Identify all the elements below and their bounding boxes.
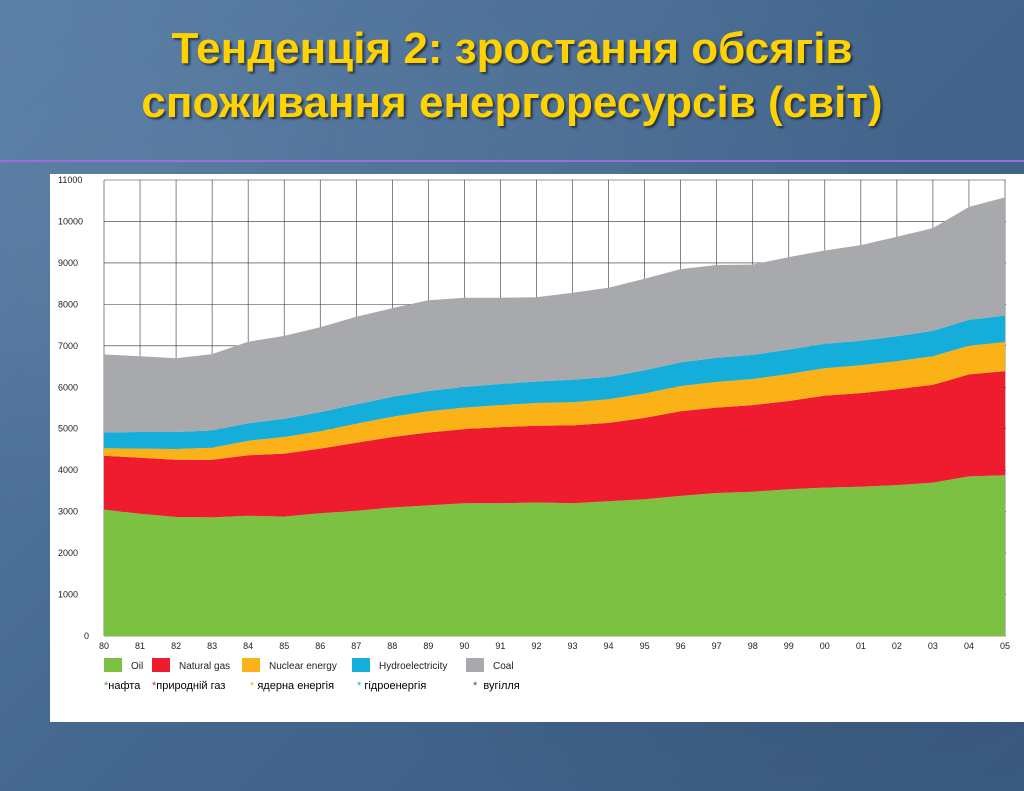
x-tick-label: 91 bbox=[495, 641, 505, 651]
note-oil-asterisk: * bbox=[104, 680, 109, 692]
x-tick-label: 01 bbox=[856, 641, 866, 651]
series-oil-legend-label: Oil bbox=[131, 661, 143, 672]
series-oil-area bbox=[104, 475, 1005, 636]
note-oil: *нафта bbox=[104, 680, 140, 692]
y-tick-label: 0 bbox=[84, 631, 89, 641]
note-coal-asterisk: * bbox=[473, 680, 478, 692]
x-tick-label: 87 bbox=[351, 641, 361, 651]
x-tick-label: 94 bbox=[604, 641, 614, 651]
x-tick-label: 86 bbox=[315, 641, 325, 651]
y-tick-label: 4000 bbox=[58, 465, 78, 475]
note-coal: * вугілля bbox=[473, 680, 520, 692]
series-coal-legend-swatch bbox=[466, 658, 484, 672]
y-tick-label: 5000 bbox=[58, 424, 78, 434]
x-tick-label: 85 bbox=[279, 641, 289, 651]
y-tick-label: 1000 bbox=[58, 590, 78, 600]
note-nuclear: * ядерна енергія bbox=[250, 680, 334, 692]
series-coal-legend-label: Coal bbox=[493, 661, 514, 672]
series-natural-gas-legend-swatch bbox=[152, 658, 170, 672]
x-tick-label: 89 bbox=[423, 641, 433, 651]
x-tick-label: 95 bbox=[640, 641, 650, 651]
stacked-area-chart: 0100020003000400050006000700080009000100… bbox=[58, 175, 1010, 672]
series-hydro-legend-swatch bbox=[352, 658, 370, 672]
series-hydro-legend-label: Hydroelectricity bbox=[379, 661, 447, 672]
x-tick-label: 03 bbox=[928, 641, 938, 651]
note-hydro: * гідроенергія bbox=[357, 680, 426, 692]
note-nuclear-label: ядерна енергія bbox=[257, 680, 335, 692]
y-tick-label: 7000 bbox=[58, 341, 78, 351]
series-natural-gas-area bbox=[104, 371, 1005, 518]
title-line-2: споживання енергоресурсів (світ) bbox=[141, 78, 883, 127]
y-tick-label: 9000 bbox=[58, 258, 78, 268]
note-nuclear-asterisk: * bbox=[250, 680, 255, 692]
chart-panel: 0 1000 2000 3000 4000 5000 6000 7000 8000 9000 100… bbox=[50, 174, 1024, 722]
series-oil-legend-swatch bbox=[104, 658, 122, 672]
x-tick-label: 00 bbox=[820, 641, 830, 651]
x-tick-label: 05 bbox=[1000, 641, 1010, 651]
title-divider bbox=[0, 160, 1024, 162]
note-hydro-asterisk: * bbox=[357, 680, 362, 692]
series-nuclear-legend-label: Nuclear energy bbox=[269, 661, 337, 672]
x-tick-label: 97 bbox=[712, 641, 722, 651]
series-nuclear-area bbox=[104, 342, 1005, 460]
x-tick-label: 02 bbox=[892, 641, 902, 651]
series-nuclear-legend-swatch bbox=[242, 658, 260, 672]
x-tick-label: 93 bbox=[568, 641, 578, 651]
x-tick-label: 84 bbox=[243, 641, 253, 651]
chart-areas bbox=[104, 197, 1005, 636]
y-tick-label: 11000 bbox=[58, 175, 82, 185]
note-gas-label: природній газ bbox=[156, 680, 226, 692]
x-tick-label: 80 bbox=[99, 641, 109, 651]
note-hydro-label: гідроенергія bbox=[364, 680, 427, 692]
x-axis-ticks: 80 81 82 83 84 85 86 87 88 89 90 91 92 93 94 95 96 97 98 99… bbox=[99, 641, 1010, 651]
title-line-1: Тенденція 2: зростання обсягів bbox=[171, 24, 853, 73]
x-tick-label: 81 bbox=[135, 641, 145, 651]
chart-legend: Oil Natural gas Nuclear energy Hydroelectri… bbox=[104, 658, 514, 672]
x-tick-label: 92 bbox=[531, 641, 541, 651]
note-coal-label: вугілля bbox=[483, 680, 520, 692]
x-tick-label: 88 bbox=[387, 641, 397, 651]
series-hydro-area bbox=[104, 315, 1005, 449]
x-tick-label: 98 bbox=[748, 641, 758, 651]
y-tick-label: 6000 bbox=[58, 382, 78, 392]
note-oil-label: нафта bbox=[108, 680, 141, 692]
y-tick-label: 8000 bbox=[58, 299, 78, 309]
x-tick-label: 04 bbox=[964, 641, 974, 651]
x-tick-label: 99 bbox=[784, 641, 794, 651]
note-natural-gas: *природній газ bbox=[152, 680, 225, 692]
x-tick-label: 83 bbox=[207, 641, 217, 651]
slide-title: Тенденція 2: зростання обсягів споживанн… bbox=[0, 22, 1024, 130]
y-tick-label: 10000 bbox=[58, 216, 83, 226]
y-axis-ticks: 0 1000 2000 3000 4000 5000 6000 7000 8000 9000 100… bbox=[58, 175, 89, 641]
x-tick-label: 96 bbox=[676, 641, 686, 651]
series-coal-area bbox=[104, 197, 1005, 433]
y-tick-label: 3000 bbox=[58, 507, 78, 517]
x-tick-label: 82 bbox=[171, 641, 181, 651]
series-natural-gas-legend-label: Natural gas bbox=[179, 661, 230, 672]
note-gas-asterisk: * bbox=[152, 680, 157, 692]
x-tick-label: 90 bbox=[459, 641, 469, 651]
y-tick-label: 2000 bbox=[58, 548, 78, 558]
